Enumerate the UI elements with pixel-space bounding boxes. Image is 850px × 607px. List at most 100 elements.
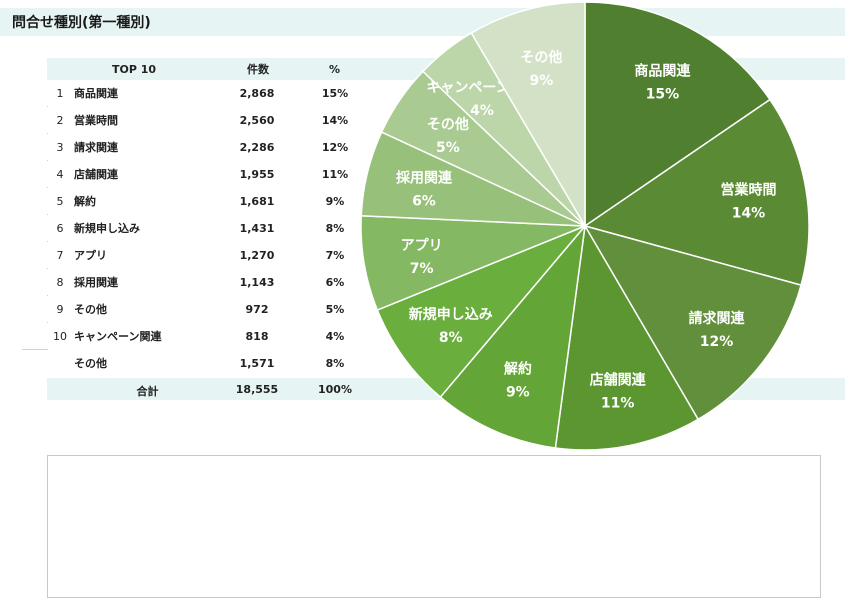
row-category: キャンペーン関連 — [74, 330, 162, 343]
slice-category-label: 店舗関連 — [590, 372, 647, 389]
slice-category-label: その他 — [520, 49, 562, 66]
row-rank: 7 — [56, 249, 64, 262]
table-row: 4 店舗関連 1,955 11% — [0, 161, 360, 188]
row-divider — [47, 187, 48, 188]
row-divider — [47, 106, 48, 107]
slice-percent-label: 9% — [530, 73, 554, 89]
row-percent: 11% — [321, 168, 349, 181]
slice-percent-label: 9% — [506, 385, 530, 401]
table-row: 10 キャンペーン関連 818 4% — [0, 323, 360, 350]
slice-category-label: 解約 — [504, 361, 532, 378]
row-divider — [47, 241, 48, 242]
row-divider — [22, 349, 48, 350]
slice-percent-label: 12% — [700, 334, 734, 350]
header-top10: TOP 10 — [112, 63, 157, 76]
table-row: 6 新規申し込み 1,431 8% — [0, 215, 360, 242]
row-percent: 8% — [325, 222, 345, 235]
table-row: 5 解約 1,681 9% — [0, 188, 360, 215]
row-rank: 9 — [56, 303, 64, 316]
slice-percent-label: 7% — [410, 261, 434, 277]
row-rank: 10 — [53, 330, 67, 343]
total-count: 18,555 — [235, 383, 279, 396]
slice-category-label: アプリ — [401, 238, 443, 254]
row-percent: 4% — [325, 330, 345, 343]
slice-percent-label: 11% — [601, 396, 635, 412]
row-count: 1,270 — [239, 249, 275, 262]
slice-category-label: 営業時間 — [720, 182, 776, 199]
row-count: 1,571 — [239, 357, 275, 370]
row-divider — [47, 295, 48, 296]
table-row: 7 アプリ 1,270 7% — [0, 242, 360, 269]
slice-percent-label: 5% — [436, 140, 460, 156]
row-count: 972 — [245, 303, 269, 316]
slice-category-label: 商品関連 — [634, 62, 691, 79]
pie-slice — [554, 223, 700, 451]
row-category: その他 — [74, 357, 107, 370]
table-row: その他 1,571 8% — [0, 350, 360, 377]
table-row: 2 営業時間 2,560 14% — [0, 107, 360, 134]
row-count: 1,143 — [239, 276, 275, 289]
row-category: アプリ — [74, 249, 107, 262]
row-divider — [47, 322, 48, 323]
row-percent: 5% — [325, 303, 345, 316]
table-row: 1 商品関連 2,868 15% — [0, 80, 360, 107]
row-percent: 14% — [321, 114, 349, 127]
pie-slice — [470, 1, 586, 229]
row-divider — [47, 268, 48, 269]
slice-percent-label: 4% — [470, 103, 494, 119]
row-rank: 8 — [56, 276, 64, 289]
pie-slice — [376, 225, 586, 399]
header-count: 件数 — [247, 63, 269, 76]
total-percent: 100% — [318, 383, 352, 396]
page-title: 問合せ種別(第一種別) — [12, 15, 151, 31]
row-rank: 2 — [56, 114, 64, 127]
total-label: 合計 — [136, 385, 159, 398]
row-category: 採用関連 — [74, 276, 118, 289]
pie-slice — [584, 1, 771, 228]
row-category: 商品関連 — [74, 87, 118, 100]
table-row: 8 採用関連 1,143 6% — [0, 269, 360, 296]
row-rank: 5 — [56, 195, 64, 208]
slice-percent-label: 8% — [439, 330, 463, 346]
slice-percent-label: 14% — [732, 206, 766, 222]
slice-category-label: 新規申し込み — [409, 306, 493, 323]
row-divider — [47, 133, 48, 134]
row-percent: 15% — [321, 87, 349, 100]
pie-slice — [583, 224, 802, 421]
row-rank: 3 — [56, 141, 64, 154]
row-count: 1,431 — [239, 222, 275, 235]
row-rank: 1 — [56, 87, 64, 100]
row-count: 1,955 — [239, 168, 275, 181]
row-category: 新規申し込み — [74, 222, 140, 235]
row-count: 818 — [245, 330, 269, 343]
title-band — [0, 8, 845, 36]
pie-slice — [583, 98, 810, 287]
row-count: 2,286 — [239, 141, 275, 154]
slice-category-label: その他 — [427, 116, 469, 133]
table-row: 3 請求関連 2,286 12% — [0, 134, 360, 161]
row-count: 1,681 — [239, 195, 275, 208]
row-percent: 7% — [325, 249, 345, 262]
slice-percent-label: 15% — [646, 86, 680, 102]
row-count: 2,868 — [239, 87, 275, 100]
row-category: 営業時間 — [74, 114, 118, 127]
table-row: 9 その他 972 5% — [0, 296, 360, 323]
row-rank: 6 — [56, 222, 64, 235]
pie-slice — [439, 223, 587, 449]
row-rank: 4 — [56, 168, 64, 181]
row-category: 請求関連 — [74, 141, 118, 154]
row-divider — [47, 214, 48, 215]
row-divider — [47, 160, 48, 161]
comment-box[interactable] — [47, 455, 821, 598]
row-percent: 6% — [325, 276, 345, 289]
row-category: 解約 — [74, 195, 96, 208]
row-category: その他 — [74, 303, 107, 316]
row-count: 2,560 — [239, 114, 275, 127]
row-percent: 9% — [325, 195, 345, 208]
header-percent: % — [329, 63, 341, 76]
row-percent: 8% — [325, 357, 345, 370]
slice-category-label: 採用関連 — [396, 170, 453, 187]
row-percent: 12% — [321, 141, 349, 154]
row-category: 店舗関連 — [74, 168, 118, 181]
